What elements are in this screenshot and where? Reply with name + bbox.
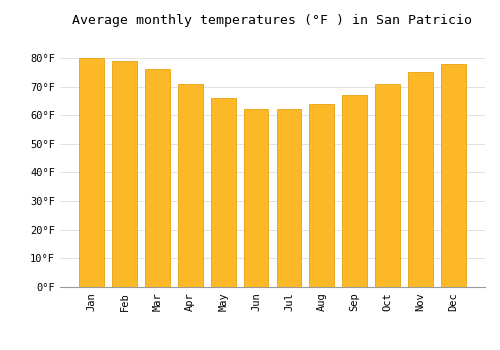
Bar	[112, 61, 137, 287]
Bar	[376, 84, 400, 287]
Bar	[211, 98, 236, 287]
Bar	[441, 64, 466, 287]
Bar	[342, 95, 367, 287]
Bar	[145, 69, 170, 287]
Title: Average monthly temperatures (°F ) in San Patricio: Average monthly temperatures (°F ) in Sa…	[72, 14, 472, 27]
Bar	[178, 84, 203, 287]
Bar	[310, 104, 334, 287]
Bar	[80, 58, 104, 287]
Bar	[276, 110, 301, 287]
Bar	[408, 72, 433, 287]
Bar	[244, 110, 268, 287]
